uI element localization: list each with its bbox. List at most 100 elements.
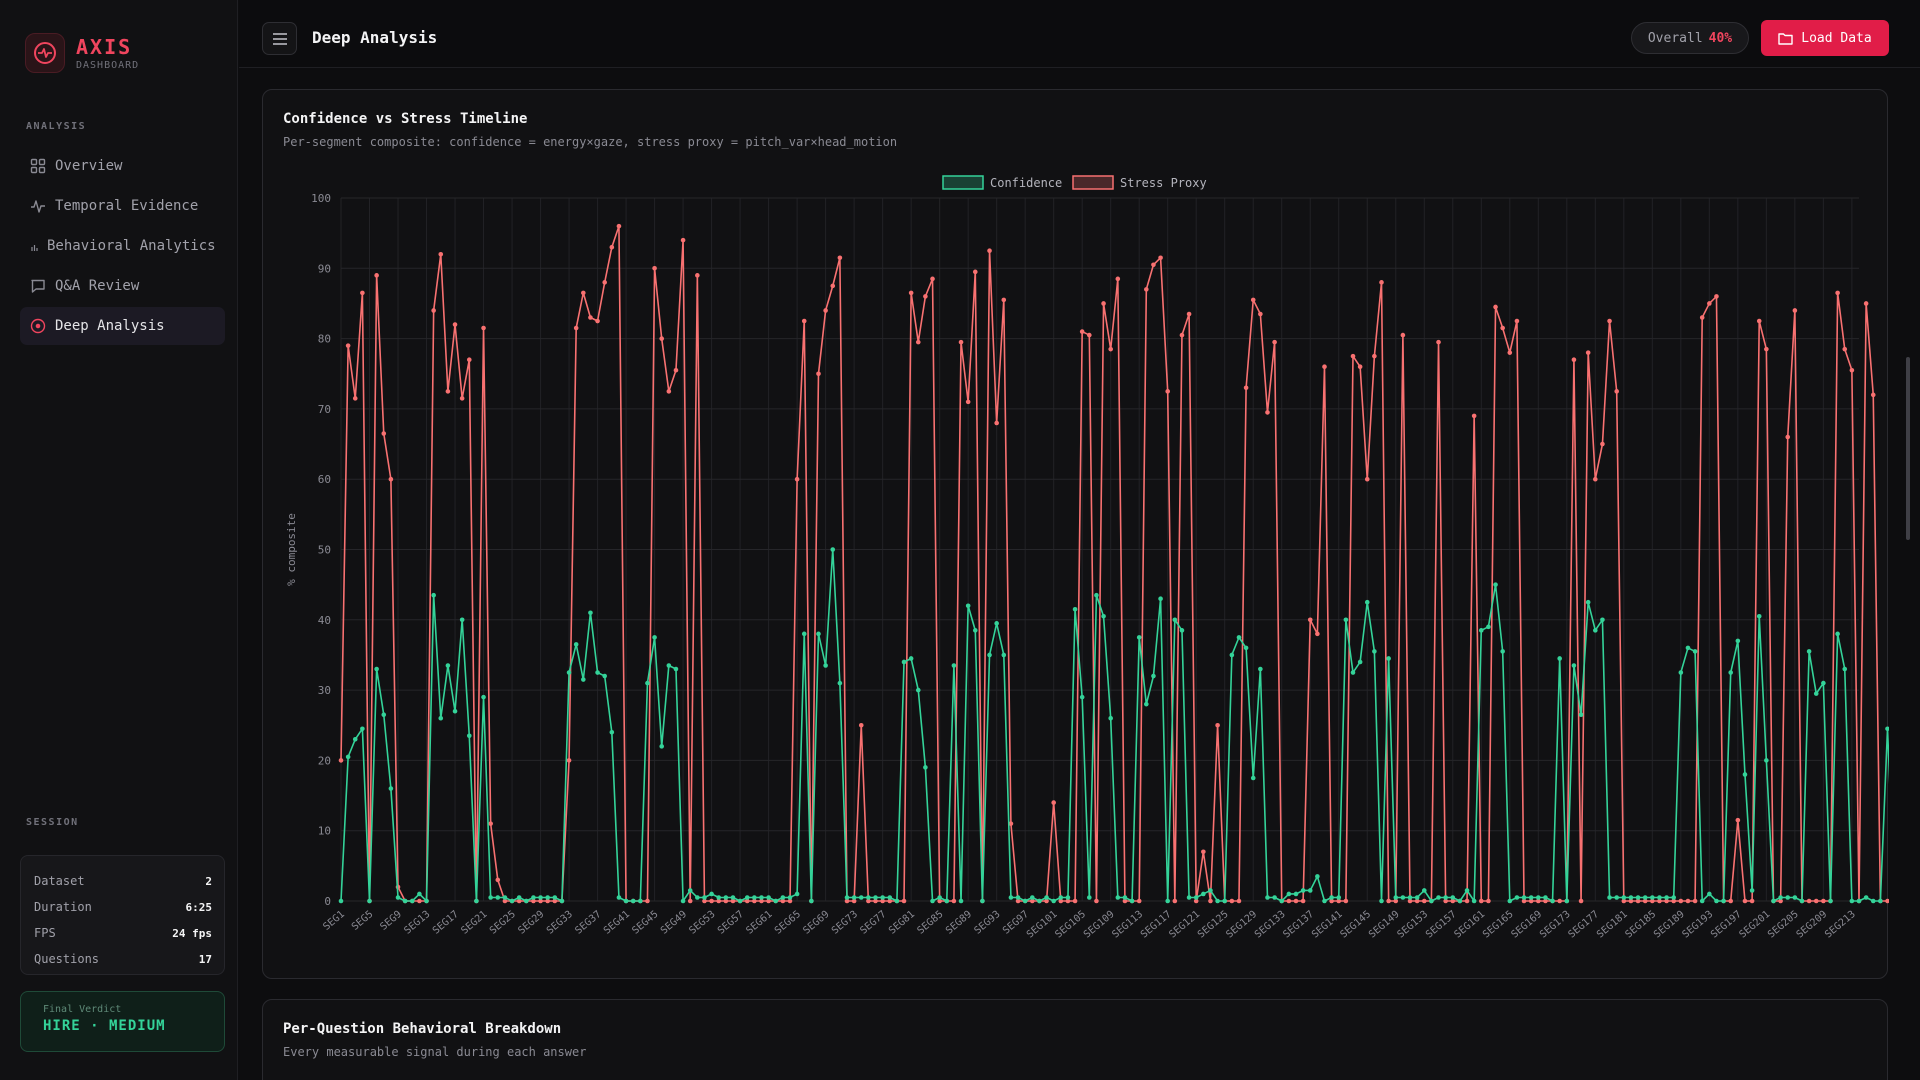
x-tick-label: SEG101	[1025, 909, 1060, 941]
brand[interactable]: AXIS DASHBOARD	[25, 33, 139, 73]
data-point	[1072, 898, 1078, 904]
data-point	[1756, 318, 1762, 324]
x-tick-label: SEG85	[915, 909, 945, 937]
data-point	[1407, 895, 1413, 900]
data-point	[545, 895, 550, 900]
data-point	[801, 631, 807, 637]
x-tick-label: SEG93	[972, 909, 1002, 937]
sidebar-item-deep-analysis[interactable]: Deep Analysis	[20, 307, 225, 345]
data-point	[844, 898, 850, 904]
data-point	[1863, 301, 1869, 306]
data-point	[374, 273, 379, 278]
data-point	[1372, 353, 1377, 359]
data-point	[488, 895, 493, 900]
menu-button[interactable]	[262, 22, 297, 55]
data-point	[901, 898, 907, 904]
data-point	[1628, 895, 1634, 900]
data-point	[488, 821, 493, 826]
data-point	[673, 666, 679, 672]
load-data-button[interactable]: Load Data	[1761, 20, 1889, 56]
sidebar-item-qa-review[interactable]: Q&A Review	[20, 267, 225, 305]
data-point	[858, 895, 864, 900]
data-point	[581, 677, 586, 682]
data-point	[1215, 722, 1220, 728]
x-tick-label: SEG41	[602, 909, 632, 937]
page-scrollbar[interactable]	[1906, 357, 1910, 540]
data-point	[1486, 898, 1491, 904]
session-value: 2	[205, 874, 212, 888]
x-tick-label: SEG121	[1167, 909, 1202, 941]
x-tick-label: SEG65	[773, 909, 803, 937]
sidebar-item-behavioral-analytics[interactable]: Behavioral Analytics	[20, 227, 225, 265]
x-tick-label: SEG177	[1566, 909, 1601, 941]
data-point	[695, 273, 700, 278]
session-key: Questions	[34, 952, 100, 966]
data-point	[1749, 898, 1755, 904]
data-point	[1792, 895, 1798, 900]
data-point	[609, 244, 615, 250]
data-point	[1778, 895, 1783, 900]
data-point	[588, 315, 593, 320]
data-point	[1806, 898, 1812, 904]
x-tick-label: SEG197	[1709, 909, 1744, 941]
data-point	[1208, 888, 1213, 893]
data-point	[908, 290, 914, 296]
data-point	[459, 617, 465, 623]
data-point	[923, 294, 928, 299]
data-point	[1436, 339, 1441, 345]
data-point	[409, 898, 415, 904]
data-point	[1322, 898, 1327, 904]
data-point	[609, 729, 615, 735]
data-point	[1849, 367, 1855, 373]
data-point	[1671, 895, 1676, 900]
y-tick-label: 100	[311, 192, 331, 205]
data-point	[659, 336, 664, 341]
sidebar-item-temporal-evidence[interactable]: Temporal Evidence	[20, 187, 225, 225]
x-tick-label: SEG117	[1139, 909, 1174, 941]
data-point	[1008, 895, 1014, 900]
data-point	[873, 898, 878, 904]
sidebar-item-label: Overview	[55, 158, 123, 174]
y-tick-label: 40	[318, 614, 331, 627]
x-tick-label: SEG81	[887, 909, 917, 937]
legend-swatch	[1072, 175, 1114, 190]
data-point	[1379, 898, 1384, 904]
data-point	[1158, 596, 1163, 602]
data-point	[602, 673, 607, 679]
data-point	[1115, 276, 1121, 282]
data-point	[1079, 694, 1085, 700]
data-point	[531, 895, 536, 900]
session-row-questions: Questions 17	[34, 946, 212, 972]
data-point	[381, 712, 387, 718]
data-point	[1421, 898, 1427, 904]
data-point	[538, 898, 543, 904]
x-tick-label: SEG77	[858, 909, 888, 937]
data-point	[695, 895, 700, 900]
data-point	[1279, 898, 1285, 904]
y-axis-label: % composite	[285, 513, 298, 586]
data-point	[516, 895, 522, 900]
data-point	[887, 898, 893, 904]
data-point	[545, 898, 550, 904]
data-point	[987, 652, 992, 658]
y-tick-label: 90	[318, 262, 331, 275]
data-point	[1044, 895, 1049, 900]
sidebar-item-overview[interactable]: Overview	[20, 147, 225, 185]
data-point	[573, 642, 579, 647]
session-card: Dataset 2 Duration 6:25 FPS 24 fps Quest…	[20, 855, 225, 975]
data-point	[1742, 898, 1748, 904]
data-point	[809, 898, 814, 904]
data-point	[1685, 898, 1691, 904]
x-tick-label: SEG129	[1224, 909, 1259, 941]
data-point	[559, 898, 565, 904]
data-point	[1272, 339, 1277, 345]
data-point	[1813, 691, 1819, 696]
breakdown-card: Per-Question Behavioral Breakdown Every …	[262, 999, 1888, 1080]
x-tick-label: SEG189	[1652, 909, 1687, 941]
data-point	[930, 898, 935, 904]
data-point	[709, 898, 714, 904]
data-point	[360, 726, 365, 732]
data-point	[1215, 898, 1220, 904]
data-point	[381, 431, 387, 436]
